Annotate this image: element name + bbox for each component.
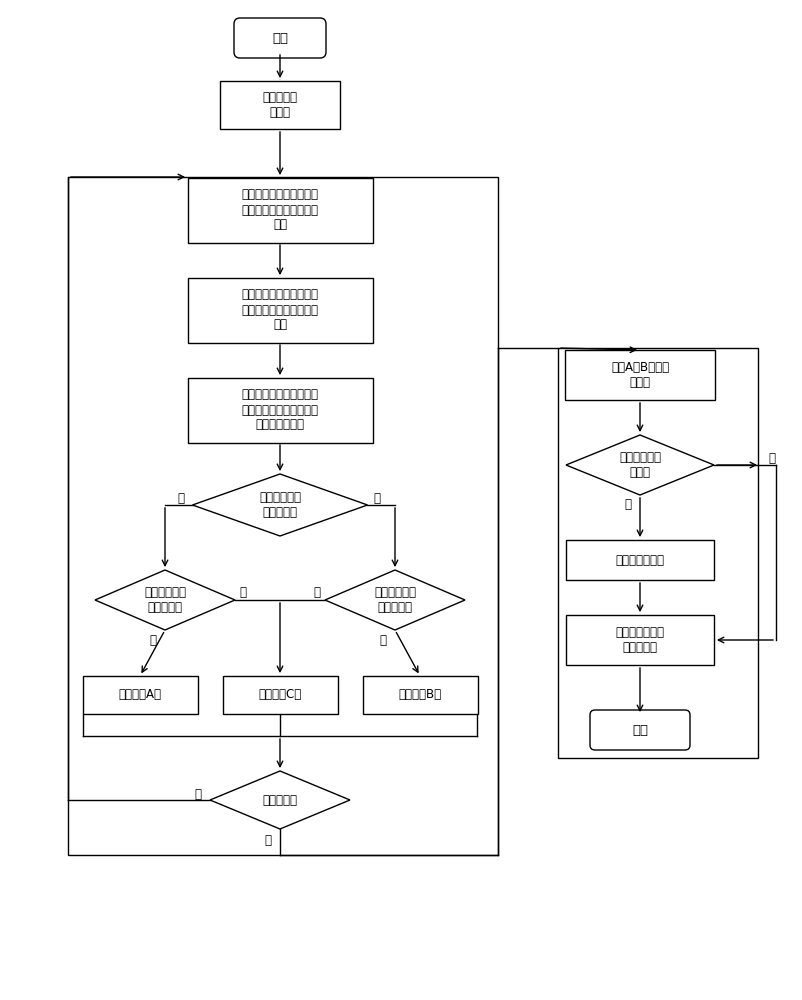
Text: 是: 是 [177,492,184,506]
Text: 读取激光雷
达数据: 读取激光雷 达数据 [262,91,298,119]
Polygon shape [210,771,350,829]
Polygon shape [325,570,465,630]
Text: 否: 否 [314,585,321,598]
Text: 计算相邻两点实际距离：
横向实际距离和纵向实际
距离: 计算相邻两点实际距离： 横向实际距离和纵向实际 距离 [241,188,318,232]
Text: 记录有效目标的
方位与速度: 记录有效目标的 方位与速度 [615,626,665,654]
Text: 有效距离大于
阈值？: 有效距离大于 阈值？ [619,451,661,479]
Text: 否: 否 [240,585,246,598]
Text: 是: 是 [625,498,631,512]
Text: 开始: 开始 [272,31,288,44]
Text: 否: 否 [195,788,201,800]
FancyBboxPatch shape [188,277,372,342]
Text: 计算相邻两点实际距离与
理论距离之差的绝对值与
实际距离的比值: 计算相邻两点实际距离与 理论距离之差的绝对值与 实际距离的比值 [241,388,318,432]
Polygon shape [566,435,714,495]
FancyBboxPatch shape [220,81,340,129]
Text: 横向比值小于
横向阈值？: 横向比值小于 横向阈值？ [259,491,301,519]
FancyBboxPatch shape [566,615,714,665]
Text: 是: 是 [265,834,272,848]
FancyBboxPatch shape [188,377,372,442]
Text: 纵向比值小于
纵向阈值？: 纵向比值小于 纵向阈值？ [144,586,186,614]
Text: 否: 否 [374,492,380,506]
Text: 是: 是 [379,634,387,647]
FancyBboxPatch shape [590,710,690,750]
FancyBboxPatch shape [83,676,197,714]
FancyBboxPatch shape [565,350,715,400]
FancyBboxPatch shape [234,18,326,58]
Text: 否: 否 [768,452,776,466]
Text: 确认为有效目标: 确认为有效目标 [615,554,665,566]
FancyBboxPatch shape [363,676,477,714]
Polygon shape [95,570,235,630]
FancyBboxPatch shape [222,676,338,714]
FancyBboxPatch shape [188,178,372,242]
FancyBboxPatch shape [566,540,714,580]
Text: 纵向比值小于
纵向阈值？: 纵向比值小于 纵向阈值？ [374,586,416,614]
Text: 两点属于A类: 两点属于A类 [119,688,161,702]
Text: 结束: 结束 [632,724,648,736]
Text: 两点属于B类: 两点属于B类 [399,688,442,702]
Text: 计算相邻两点理论距离：
横向理论距离和纵向理论
距离: 计算相邻两点理论距离： 横向理论距离和纵向理论 距离 [241,288,318,332]
Text: 计算A、B类点有
效距离: 计算A、B类点有 效距离 [611,361,669,389]
Polygon shape [192,474,367,536]
Text: 两点属于C类: 两点属于C类 [258,688,302,702]
Text: 最后一点？: 最后一点？ [262,794,298,806]
Text: 是: 是 [149,634,156,647]
